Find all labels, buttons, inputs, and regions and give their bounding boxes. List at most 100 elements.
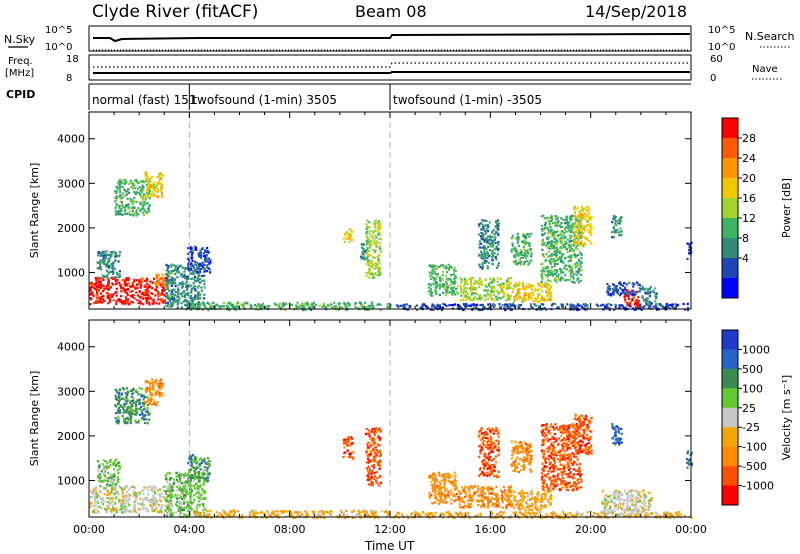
data-patch xyxy=(573,205,593,248)
freq-label-2: [MHz] xyxy=(5,68,34,79)
colorbar-swatch xyxy=(722,198,738,219)
nave-label: Nave xyxy=(752,64,778,75)
colorbar-swatch xyxy=(722,427,738,448)
colorbar-swatch xyxy=(722,138,738,159)
y-tick-label: 1000 xyxy=(57,474,85,487)
y-axis-label: Slant Range [km] xyxy=(28,163,41,259)
nsky-tick-top: 10^5 xyxy=(45,25,72,36)
colorbar-swatch xyxy=(722,446,738,467)
colorbar-tick-label: 24 xyxy=(742,152,756,165)
data-patch xyxy=(190,509,392,520)
y-tick-label: 2000 xyxy=(57,430,85,443)
colorbar-tick-label: -25 xyxy=(742,421,760,434)
nave-tick-bottom: 0 xyxy=(710,73,716,84)
data-patch xyxy=(510,232,533,266)
colorbar-tick-label: -100 xyxy=(742,441,767,454)
data-patch xyxy=(144,171,164,199)
colorbar-swatch xyxy=(722,407,738,428)
data-patch xyxy=(189,301,392,312)
x-tick-label: 04:00 xyxy=(173,523,205,536)
colorbar-tick-label: 500 xyxy=(742,363,763,376)
nsky-trace xyxy=(93,33,691,43)
data-patch xyxy=(540,422,583,492)
data-patch xyxy=(456,276,512,302)
data-patch xyxy=(686,450,694,469)
colorbar-swatch xyxy=(722,178,738,199)
beam-title: Beam 08 xyxy=(355,2,427,21)
x-tick-label: 00:00 xyxy=(675,523,707,536)
y-tick-label: 4000 xyxy=(57,133,85,146)
data-patch xyxy=(89,485,172,514)
colorbar-swatch xyxy=(722,258,738,279)
data-patch xyxy=(601,489,653,516)
colorbar-swatch xyxy=(722,349,738,370)
nsearch-tick-bottom: 10^0 xyxy=(708,42,735,53)
colorbar-swatch xyxy=(722,368,738,389)
station-title: Clyde River (fitACF) xyxy=(92,2,258,22)
nsearch-label: N.Search xyxy=(745,30,795,43)
colorbar-tick-label: 100 xyxy=(742,382,763,395)
x-tick-label: 08:00 xyxy=(274,523,306,536)
colorbar-tick-label: 12 xyxy=(742,212,756,225)
cpid-segment-label: twofsound (1-min) -3505 xyxy=(393,93,542,107)
y-axis-label: Slant Range [km] xyxy=(28,371,41,467)
data-patch xyxy=(89,276,167,306)
colorbar-tick-label: 20 xyxy=(742,172,756,185)
colorbar-swatch xyxy=(722,218,738,239)
y-tick-label: 2000 xyxy=(57,222,85,235)
data-patch xyxy=(611,215,623,239)
cpid-label: CPID xyxy=(6,88,35,101)
power-panel: 1000 2000 3000 4000 Slant Range [km] xyxy=(28,111,693,312)
colorbar-tick-label: 28 xyxy=(742,132,756,145)
x-axis-title: Time UT xyxy=(364,539,415,553)
cpid-segment-label: twofsound (1-min) 3505 xyxy=(192,93,337,107)
colorbar-title: Velocity [m s⁻¹] xyxy=(780,375,793,460)
y-tick-label: 3000 xyxy=(57,177,85,190)
x-tick-label: 20:00 xyxy=(575,523,607,536)
colorbar-swatch xyxy=(722,158,738,179)
data-patch xyxy=(611,423,623,446)
colorbar-tick-label: 4 xyxy=(742,252,749,265)
data-patch xyxy=(343,228,354,244)
colorbar-tick-label: 1000 xyxy=(742,343,770,356)
freq-tick-bottom: 8 xyxy=(66,73,72,84)
data-patch xyxy=(427,471,457,505)
colorbar-swatch xyxy=(722,485,738,506)
y-tick-label: 1000 xyxy=(57,266,85,279)
power-colorbar: 28 24 20 16 12 8 4 Power [dB] xyxy=(721,117,793,299)
data-patch xyxy=(187,454,211,483)
data-patch xyxy=(510,440,533,474)
data-patch xyxy=(96,250,122,279)
data-patch xyxy=(573,413,593,456)
nave-tick-top: 60 xyxy=(710,54,723,65)
nave-trace xyxy=(93,62,690,68)
colorbar-swatch xyxy=(722,388,738,409)
data-patch xyxy=(477,219,500,270)
colorbar-swatch xyxy=(722,330,738,350)
nsearch-tick-top: 10^5 xyxy=(708,25,735,36)
data-patch xyxy=(427,263,458,297)
colorbar-title: Power [dB] xyxy=(780,178,793,238)
colorbar-tick-label: -1000 xyxy=(742,480,774,493)
data-patch xyxy=(510,489,553,512)
data-patch xyxy=(342,436,355,460)
data-patch xyxy=(96,458,122,487)
freq-label-1: Freq. xyxy=(8,56,33,67)
data-patch xyxy=(606,281,643,297)
data-patch xyxy=(365,219,383,279)
colorbar-tick-label: 8 xyxy=(742,232,749,245)
colorbar-tick-label: -500 xyxy=(742,460,767,473)
x-tick-label: 12:00 xyxy=(374,523,406,536)
colorbar-swatch xyxy=(722,278,738,299)
y-tick-label: 3000 xyxy=(57,385,85,398)
y-tick-label: 4000 xyxy=(57,341,85,354)
colorbar-swatch xyxy=(722,118,738,139)
data-patch xyxy=(114,178,152,217)
data-patch xyxy=(686,241,693,260)
data-patch xyxy=(164,263,207,311)
colorbar-tick-label: 25 xyxy=(742,402,756,415)
data-patch xyxy=(365,427,383,487)
freq-panel: Freq. [MHz] 18 8 60 0 Nave xyxy=(5,54,782,84)
data-patch xyxy=(478,427,500,478)
